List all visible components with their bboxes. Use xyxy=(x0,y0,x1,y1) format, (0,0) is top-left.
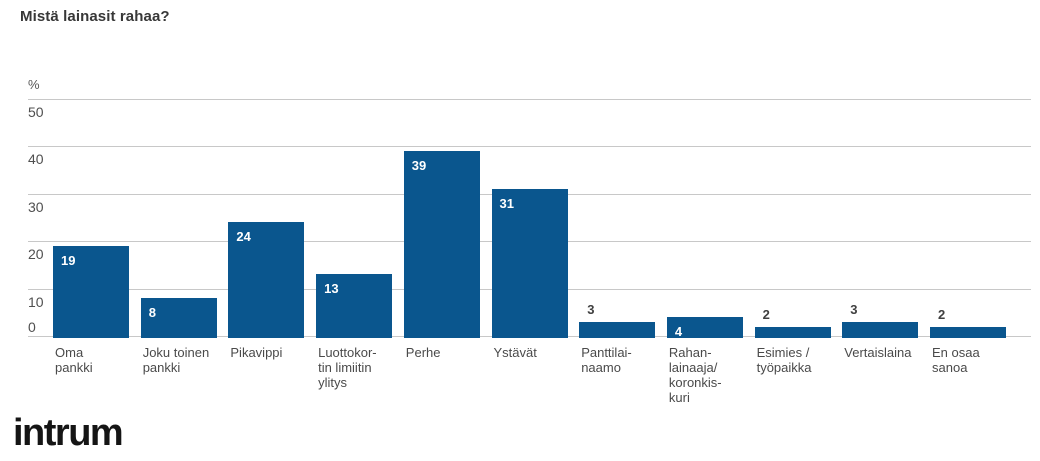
bar-value-label: 13 xyxy=(324,281,339,297)
bar xyxy=(666,317,743,338)
category-label: Joku toinen pankki xyxy=(142,345,210,375)
y-axis-unit-label: % xyxy=(28,77,40,92)
bar-value-label: 31 xyxy=(499,196,514,212)
y-tick-label-30: 30 xyxy=(28,198,44,215)
bar xyxy=(754,326,831,338)
bar xyxy=(930,326,1006,338)
category-label: Esimies / työpaikka xyxy=(756,345,812,375)
bar-value-label: 24 xyxy=(236,229,251,245)
bar xyxy=(316,274,393,338)
gridline-50 xyxy=(28,99,1031,100)
bar-value-label: 2 xyxy=(762,306,770,322)
bar xyxy=(403,151,480,338)
bar xyxy=(491,189,568,338)
category-label: Vertaislaina xyxy=(844,345,912,360)
category-label: Pikavippi xyxy=(230,345,283,360)
bar xyxy=(140,298,217,338)
category-label: Panttilai- naamo xyxy=(581,345,632,375)
bar-value-label: 8 xyxy=(148,305,156,321)
category-label: Ystävät xyxy=(493,345,537,360)
bar-value-label: 2 xyxy=(938,306,946,322)
gridline-40 xyxy=(28,146,1031,148)
bar xyxy=(228,222,305,338)
bar-value-label: 3 xyxy=(850,301,858,317)
category-label: En osaa sanoa xyxy=(932,345,980,375)
bar-value-label: 3 xyxy=(587,301,595,317)
y-tick-label-20: 20 xyxy=(28,246,44,263)
bar-value-label: 39 xyxy=(411,158,427,174)
y-tick-label-50: 50 xyxy=(28,104,44,120)
chart-title: Mistä lainasit rahaa? xyxy=(20,8,170,25)
bar-value-label: 4 xyxy=(674,324,683,340)
category-label: Perhe xyxy=(405,345,441,360)
intrum-logo: intrum xyxy=(13,412,124,454)
category-label: Oma pankki xyxy=(55,345,93,375)
category-label: Rahan- lainaaja/ koronkis- kuri xyxy=(668,345,722,405)
bar xyxy=(579,321,656,338)
y-tick-label-0: 0 xyxy=(28,319,36,335)
category-label: Luottokor- tin limiitin ylitys xyxy=(318,345,377,390)
bar xyxy=(842,321,919,338)
y-tick-label-40: 40 xyxy=(28,151,44,168)
bar xyxy=(53,245,129,338)
y-tick-label-10: 10 xyxy=(28,293,44,310)
bar-value-label: 19 xyxy=(61,252,76,268)
